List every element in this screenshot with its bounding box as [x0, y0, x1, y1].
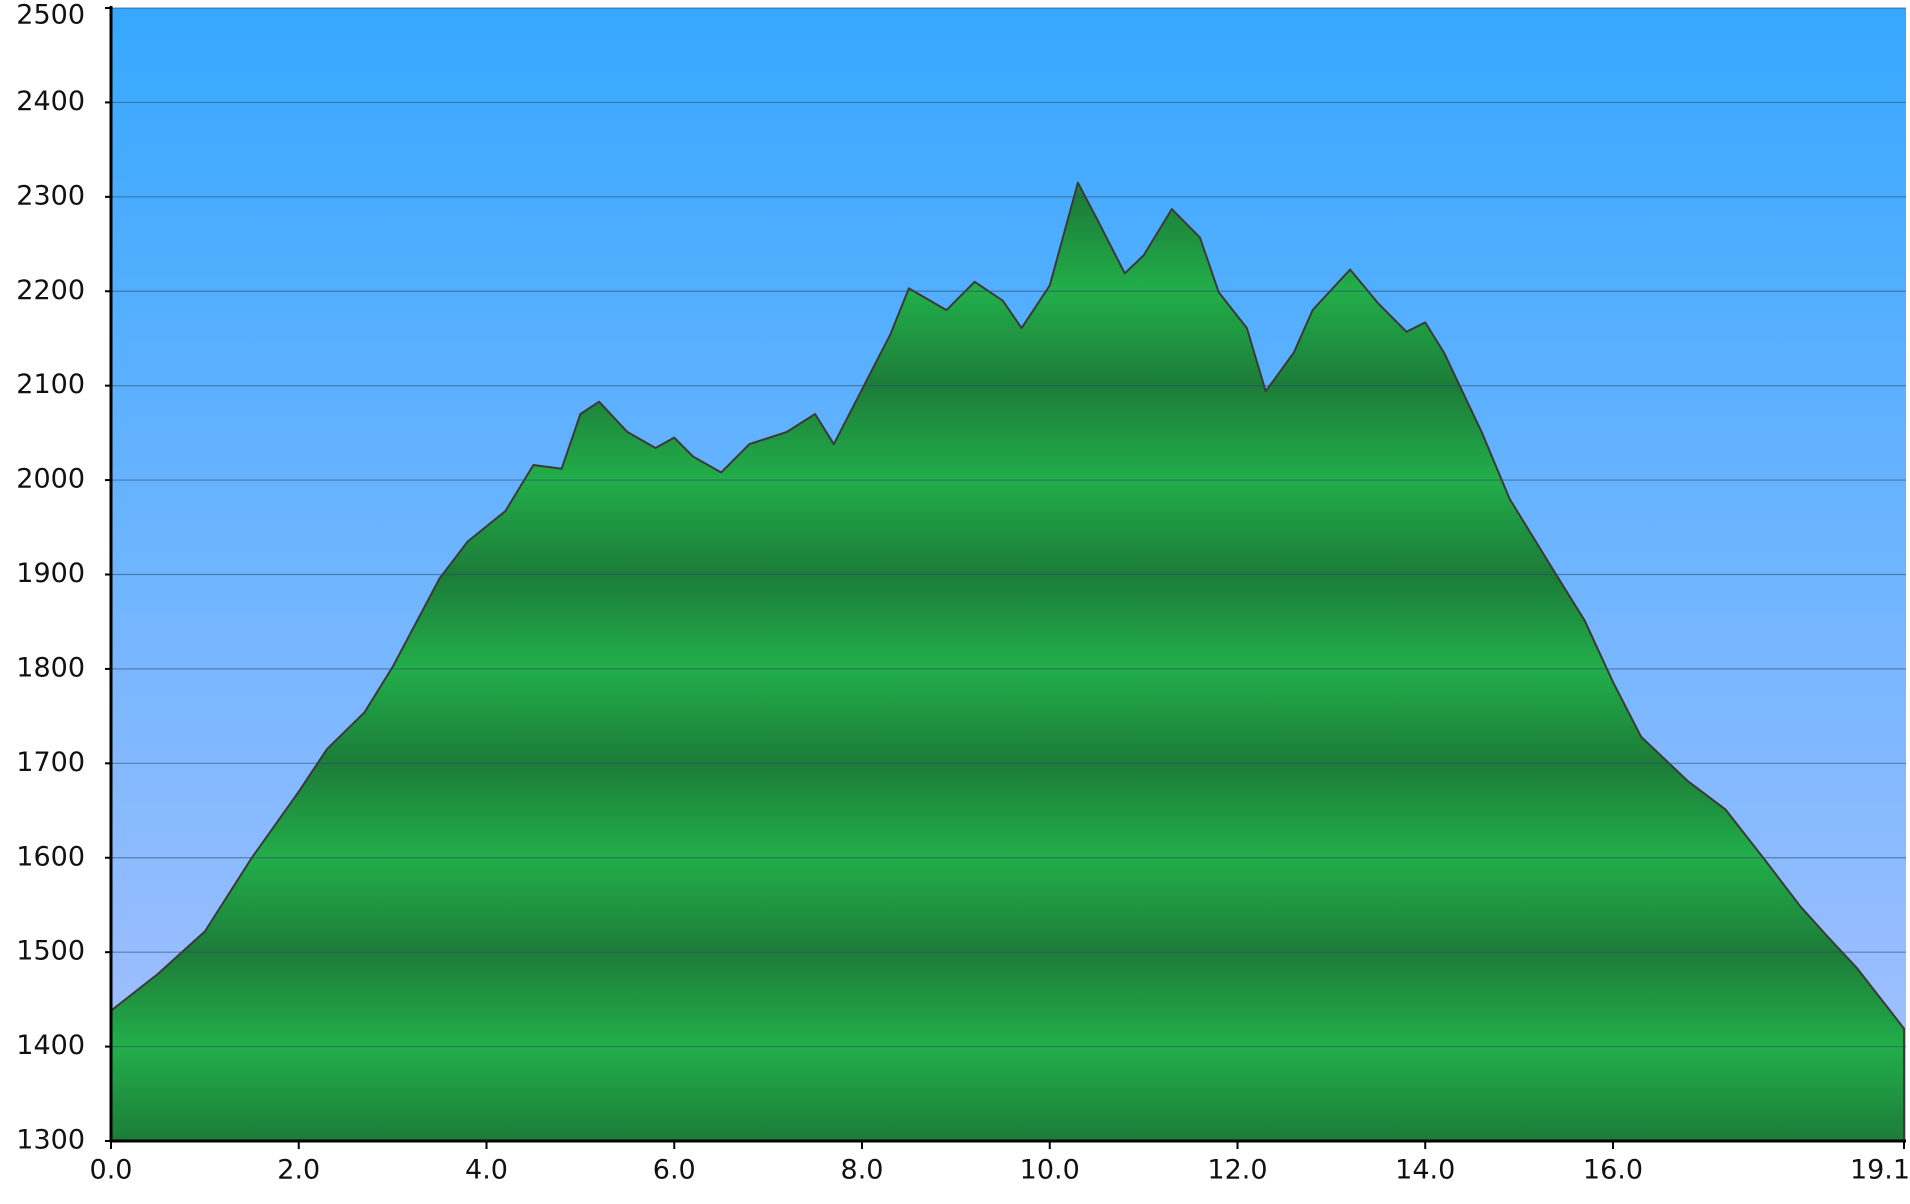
- x-tick-label: 10.0: [1020, 1155, 1080, 1186]
- x-tick-label: 12.0: [1207, 1155, 1267, 1186]
- y-tick-label: 2100: [16, 369, 85, 400]
- x-tick-label: 19.1: [1850, 1155, 1910, 1186]
- y-tick-label: 1900: [16, 558, 85, 589]
- y-tick-label: 2400: [16, 86, 85, 117]
- x-tick-label: 2.0: [277, 1155, 320, 1186]
- y-tick-label: 1300: [16, 1125, 85, 1156]
- y-tick-label: 2000: [16, 464, 85, 495]
- x-tick-label: 6.0: [653, 1155, 696, 1186]
- elevation-area: [110, 181, 1905, 1142]
- y-tick-label: 1500: [16, 936, 85, 967]
- x-tick-label: 0.0: [90, 1155, 133, 1186]
- x-tick-label: 8.0: [841, 1155, 884, 1186]
- y-tick-label: 1400: [16, 1030, 85, 1061]
- y-tick-label: 2200: [16, 275, 85, 306]
- x-tick-label: 14.0: [1395, 1155, 1455, 1186]
- y-tick-label: 1800: [16, 652, 85, 683]
- y-tick-label: 1700: [16, 747, 85, 778]
- y-tick-label: 2500: [16, 0, 85, 31]
- x-tick-label: 16.0: [1583, 1155, 1643, 1186]
- y-tick-label: 1600: [16, 841, 85, 872]
- x-tick-label: 4.0: [465, 1155, 508, 1186]
- y-tick-label: 2300: [16, 180, 85, 211]
